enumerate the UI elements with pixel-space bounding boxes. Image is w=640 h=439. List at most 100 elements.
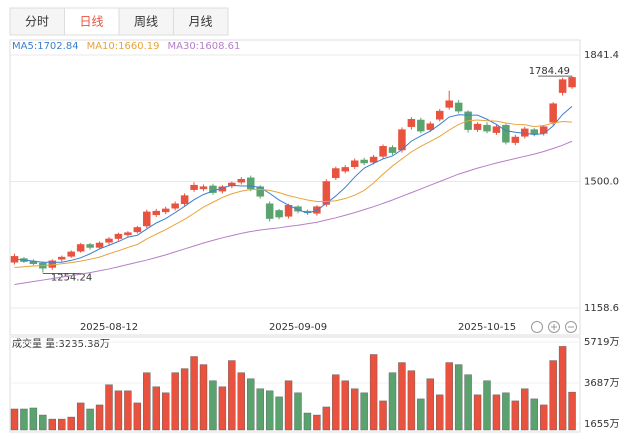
volume-bar — [76, 402, 85, 431]
zoom-out[interactable] — [565, 321, 577, 333]
volume-bar — [284, 380, 293, 431]
volume-bar — [303, 412, 312, 431]
candle-body — [171, 203, 179, 209]
volume-bar — [48, 418, 56, 431]
tab-label[interactable]: 分时 — [25, 15, 49, 29]
volume-bar — [313, 414, 321, 431]
ma-line — [14, 105, 573, 263]
volume-bar — [417, 398, 425, 431]
volume-bar — [492, 394, 501, 431]
legend-label: MA10:1660.19 — [87, 41, 160, 52]
candle-body — [502, 124, 510, 143]
candle-body — [483, 124, 491, 132]
y-tick-label: 1655万 — [584, 419, 619, 430]
zoom-reset[interactable] — [531, 321, 543, 333]
candle-body — [369, 156, 378, 163]
volume-bar — [332, 374, 340, 431]
candle-body — [256, 186, 264, 197]
volume-bar — [237, 372, 246, 431]
tab[interactable] — [173, 7, 229, 36]
volume-bar — [436, 394, 444, 431]
volume-bar — [540, 404, 548, 431]
candle-body — [379, 146, 387, 157]
volume-bar — [294, 392, 302, 431]
candle-body — [275, 210, 283, 218]
candle-body — [388, 147, 397, 153]
volume-bar — [568, 391, 576, 431]
candle-body — [190, 184, 198, 190]
candle-body — [454, 102, 463, 112]
candle-body — [407, 119, 416, 127]
volume-bar — [521, 388, 529, 431]
volume-bar — [29, 407, 38, 431]
tab-label[interactable]: 周线 — [134, 15, 158, 29]
candle-body — [445, 100, 453, 108]
volume-bar — [114, 390, 123, 431]
volume-bar — [39, 414, 47, 431]
candle-body — [332, 168, 340, 179]
volume-bar — [454, 364, 463, 431]
volume-bar — [152, 386, 160, 431]
candle-body — [530, 129, 538, 135]
volume-bar — [105, 384, 113, 431]
candle-body — [180, 195, 189, 204]
candle-body — [161, 208, 170, 213]
volume-bar — [398, 362, 406, 431]
volume-bar — [426, 378, 434, 431]
candle-body — [426, 123, 435, 130]
volume-bar — [265, 390, 274, 431]
volume-bar — [275, 396, 283, 431]
tab[interactable] — [9, 7, 65, 36]
candle-body — [511, 136, 520, 143]
y-tick-label: 1500.0 — [584, 177, 619, 188]
volume-bar — [530, 398, 538, 431]
volume-bar — [218, 386, 227, 431]
volume-bar — [445, 362, 453, 431]
candle-body — [322, 181, 331, 205]
volume-bar — [190, 356, 198, 431]
candle-body — [114, 233, 123, 239]
candle-body — [143, 211, 151, 227]
volume-bar — [549, 360, 557, 431]
x-tick-label: 2025-08-12 — [80, 322, 138, 333]
volume-bar — [171, 372, 179, 431]
candle-body — [360, 159, 368, 164]
zoom-in[interactable] — [548, 321, 560, 333]
volume-bar — [464, 374, 472, 431]
volume-bar — [10, 408, 19, 431]
tab-label[interactable]: 月线 — [188, 15, 212, 29]
candle-body — [492, 126, 501, 133]
candle-body — [247, 177, 255, 190]
candle-body — [86, 244, 94, 248]
volume-bar — [360, 392, 368, 431]
volume-bar — [86, 408, 94, 431]
tab-label[interactable]: 日线 — [79, 15, 103, 29]
ma-line — [14, 140, 573, 286]
legend-label: MA5:1702.84 — [12, 41, 79, 52]
volume-bar — [58, 418, 66, 431]
volume-bar — [247, 378, 255, 431]
volume-bar — [228, 360, 236, 431]
candle-body — [58, 256, 66, 260]
candle-body — [436, 110, 444, 120]
volume-bar — [95, 404, 104, 431]
volume-bar — [322, 406, 331, 431]
legend-label: MA30:1608.61 — [167, 41, 240, 52]
candle-body — [568, 77, 576, 88]
volume-title: 成交量 量:3235.38万 — [12, 337, 110, 350]
volume-panel — [9, 336, 581, 433]
candle-body — [133, 227, 142, 233]
candle-body — [558, 79, 567, 93]
volume-bar — [473, 394, 482, 431]
volume-bar — [502, 392, 510, 431]
candle-body — [67, 251, 75, 257]
tab[interactable] — [64, 7, 120, 36]
volume-bar — [407, 370, 416, 431]
volume-bar — [133, 402, 142, 431]
volume-bar — [67, 416, 75, 431]
candle-body — [341, 167, 349, 172]
volume-bar — [558, 346, 567, 431]
high-annotation: 1784.49 — [529, 66, 570, 77]
y-tick-label: 1158.6 — [584, 303, 619, 314]
